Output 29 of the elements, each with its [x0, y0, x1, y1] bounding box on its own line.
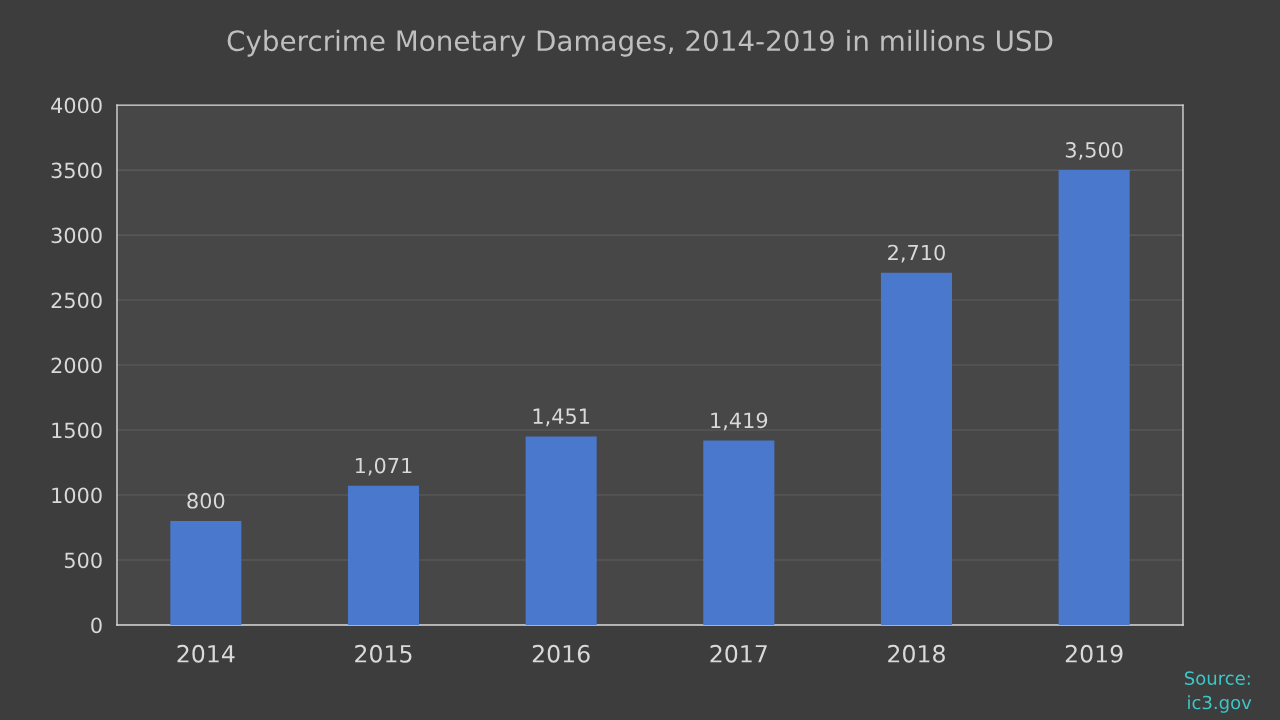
bar — [170, 520, 242, 625]
y-tick-label: 2500 — [51, 292, 102, 309]
x-tick-label: 2014 — [177, 644, 235, 663]
x-tick-label: 2019 — [1065, 644, 1123, 663]
bar — [1058, 170, 1130, 625]
chart-title: Cybercrime Monetary Damages, 2014-2019 in millions USD — [227, 29, 1053, 57]
y-tick-label: 3500 — [51, 162, 102, 179]
data-label: 1,451 — [533, 408, 590, 427]
y-tick-label: 3000 — [51, 227, 102, 244]
data-label: 2,710 — [888, 244, 945, 263]
bar — [880, 272, 953, 625]
y-tick-label: 4000 — [51, 97, 102, 114]
data-label: 3,500 — [1065, 141, 1123, 160]
data-label: 1,071 — [355, 457, 412, 476]
y-tick-label: 1500 — [52, 422, 102, 439]
x-tick-label: 2015 — [355, 644, 412, 663]
bar — [703, 440, 775, 625]
y-tick-label: 1000 — [52, 487, 102, 504]
source-note: Source: ic3.gov — [1184, 671, 1252, 713]
data-label: 800 — [187, 492, 225, 509]
x-tick-label: 2016 — [532, 644, 590, 663]
y-tick-label: 500 — [64, 552, 102, 569]
x-tick-label: 2017 — [710, 644, 767, 663]
y-tick-label: 2000 — [51, 357, 102, 374]
bar — [347, 485, 420, 625]
data-label: 1,419 — [711, 412, 768, 431]
x-tick-label: 2018 — [888, 644, 945, 663]
bar — [525, 436, 597, 625]
y-tick-label: 0 — [91, 617, 102, 634]
